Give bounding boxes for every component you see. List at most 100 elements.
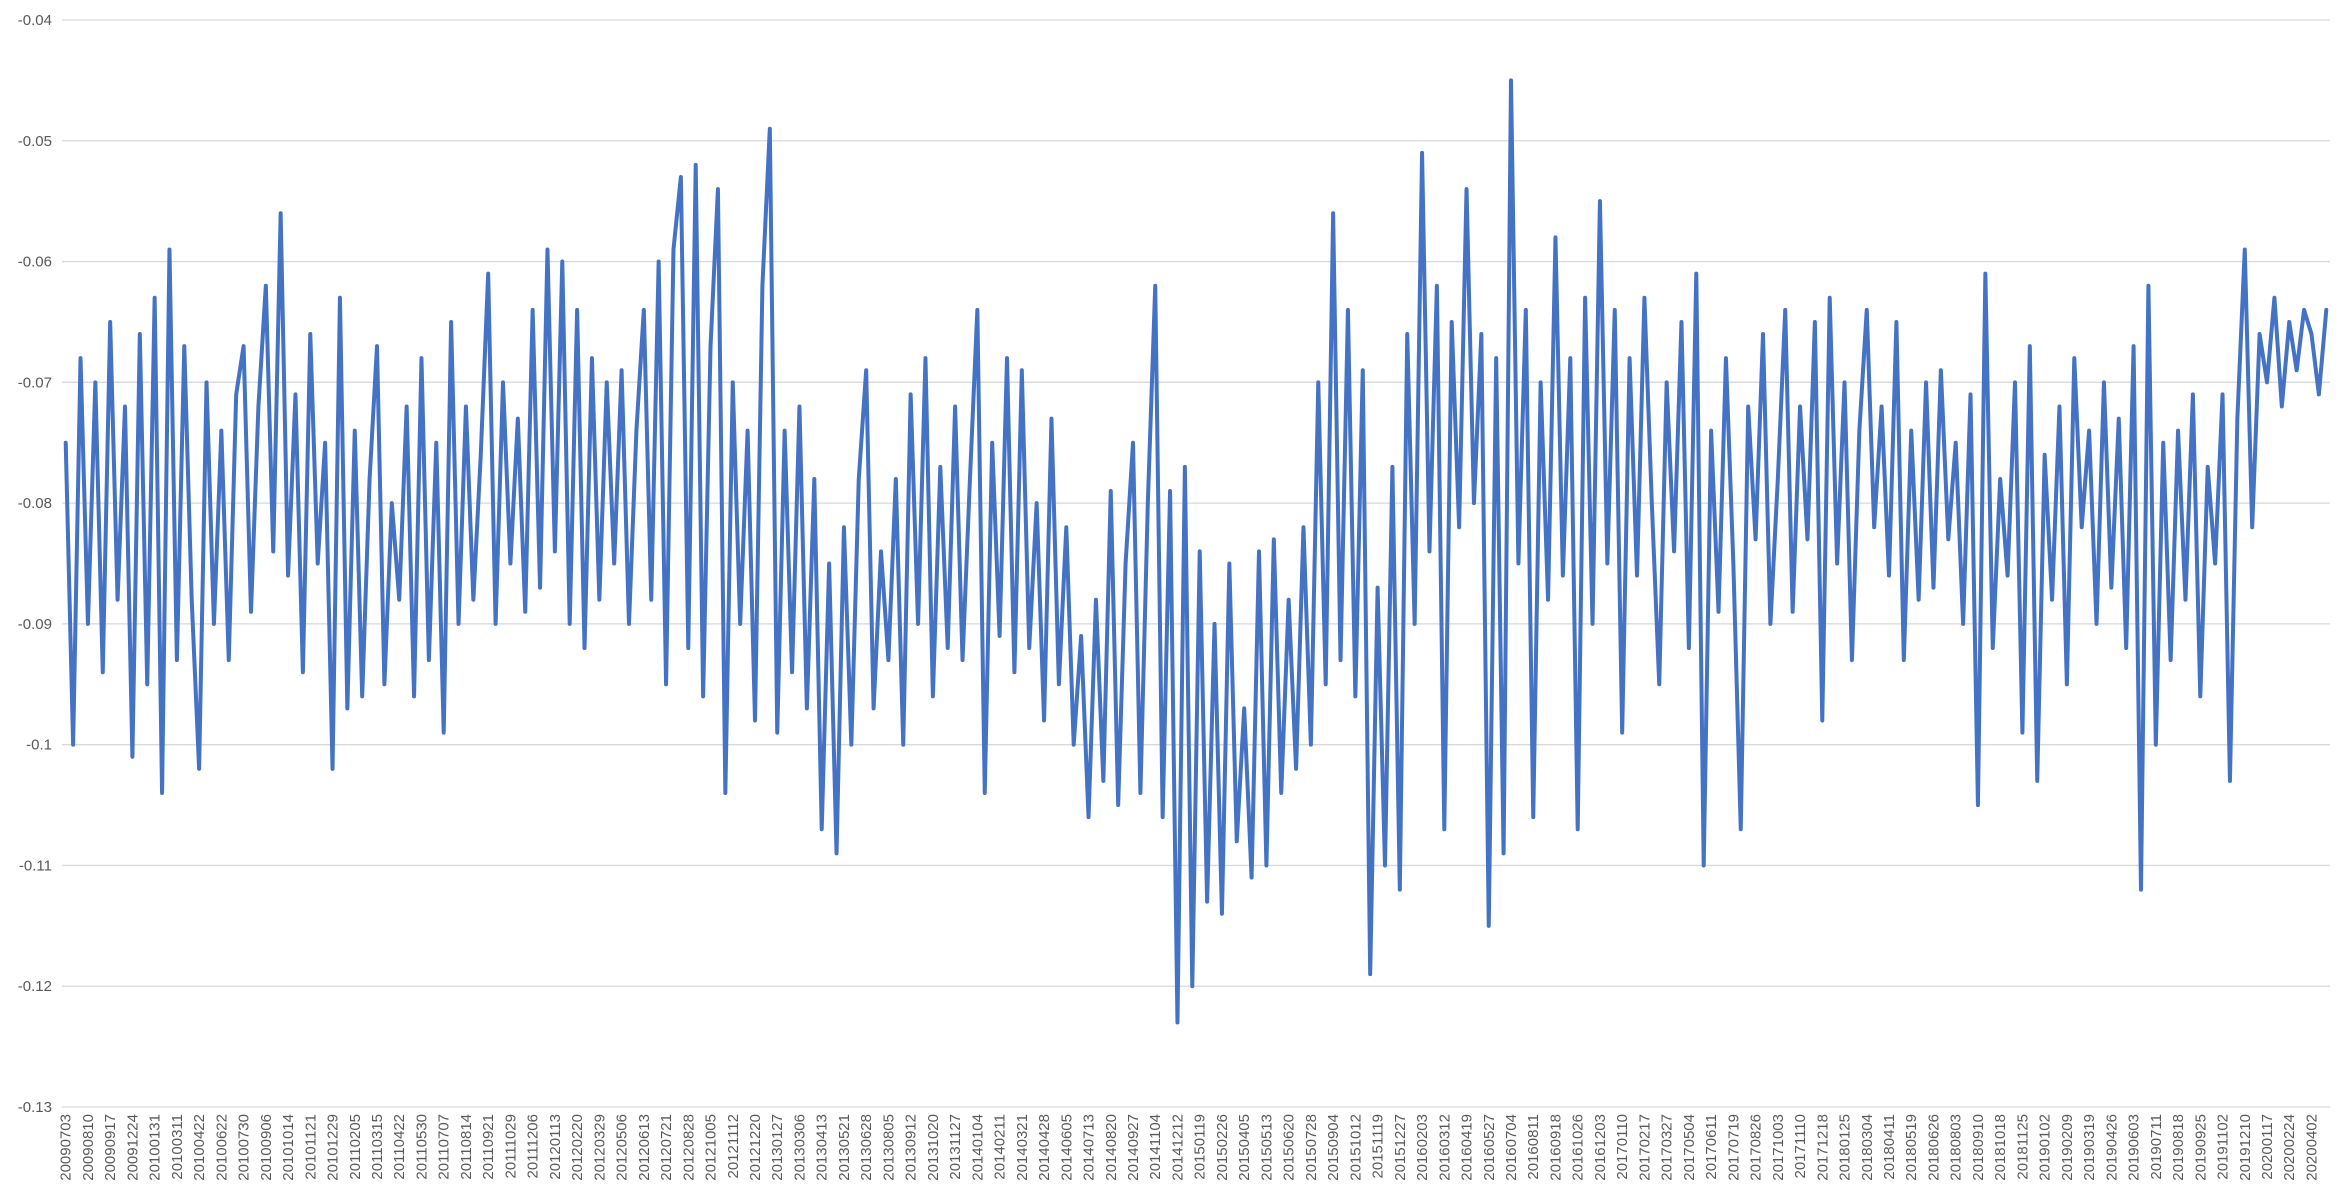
x-tick-label: 20151119	[1370, 1114, 1387, 1179]
x-tick-label: 20140428	[1036, 1114, 1053, 1181]
x-tick-label: 20171003	[1770, 1114, 1787, 1181]
x-tick-label: 20170504	[1681, 1114, 1698, 1181]
x-tick-label: 20140605	[1058, 1114, 1075, 1181]
x-tick-label: 20120220	[569, 1114, 586, 1181]
x-tick-label: 20130912	[903, 1114, 920, 1181]
x-tick-label: 20130805	[880, 1114, 897, 1181]
x-tick-label: 20160811	[1525, 1114, 1542, 1180]
x-tick-label: 20110707	[436, 1114, 453, 1180]
x-tick-label: 20160918	[1547, 1114, 1564, 1181]
x-tick-label: 20090917	[102, 1114, 119, 1181]
x-tick-label: 20090703	[58, 1114, 75, 1181]
x-tick-label: 20140927	[1125, 1114, 1142, 1181]
x-tick-label: 20160704	[1503, 1114, 1520, 1181]
x-tick-label: 20100422	[191, 1114, 208, 1181]
x-tick-label: 20171218	[1814, 1114, 1831, 1181]
y-tick-label: -0.13	[18, 1099, 52, 1116]
x-tick-label: 20150513	[1258, 1114, 1275, 1181]
y-tick-label: -0.12	[18, 978, 52, 995]
x-tick-label: 20110422	[391, 1114, 408, 1180]
x-tick-label: 20190818	[2170, 1114, 2187, 1181]
x-tick-label: 20191102	[2215, 1114, 2232, 1180]
y-tick-label: -0.08	[18, 495, 52, 512]
x-tick-label: 20100906	[258, 1114, 275, 1181]
x-tick-label: 20121220	[747, 1114, 764, 1181]
x-tick-label: 20150728	[1303, 1114, 1320, 1181]
x-tick-label: 20110205	[347, 1114, 364, 1180]
x-tick-label: 20140211	[992, 1114, 1009, 1180]
x-tick-label: 20190319	[2081, 1114, 2098, 1181]
y-tick-label: -0.1	[26, 737, 52, 754]
x-tick-label: 20131127	[947, 1114, 964, 1180]
x-tick-label: 20100131	[147, 1114, 164, 1181]
x-tick-label: 20170327	[1659, 1114, 1676, 1181]
x-tick-label: 20100622	[213, 1114, 230, 1181]
x-tick-label: 20090810	[80, 1114, 97, 1181]
x-tick-label: 20120828	[680, 1114, 697, 1181]
x-tick-label: 20191210	[2237, 1114, 2254, 1181]
x-tick-label: 20160203	[1414, 1114, 1431, 1181]
x-tick-label: 20161026	[1570, 1114, 1587, 1181]
y-tick-label: -0.04	[18, 12, 52, 29]
x-tick-label: 20180519	[1903, 1114, 1920, 1181]
x-tick-label: 20130127	[769, 1114, 786, 1181]
x-tick-label: 20150904	[1325, 1114, 1342, 1181]
x-tick-label: 20121112	[725, 1114, 742, 1179]
x-tick-label: 20100311	[169, 1114, 186, 1180]
x-tick-label: 20150226	[1214, 1114, 1231, 1181]
x-tick-label: 20110814	[458, 1114, 475, 1180]
x-tick-label: 20120721	[658, 1114, 675, 1181]
x-tick-label: 20170611	[1703, 1114, 1720, 1180]
x-tick-label: 20190711	[2148, 1114, 2165, 1180]
x-tick-label: 20161203	[1592, 1114, 1609, 1181]
x-tick-label: 20160419	[1459, 1114, 1476, 1181]
x-tick-label: 20180125	[1837, 1114, 1854, 1181]
x-tick-label: 20150405	[1236, 1114, 1253, 1181]
x-tick-label: 20170217	[1636, 1114, 1653, 1181]
x-tick-label: 20130521	[836, 1114, 853, 1181]
x-tick-label: 20111206	[525, 1114, 542, 1179]
x-tick-label: 20110530	[413, 1114, 430, 1180]
x-tick-label: 20190209	[2059, 1114, 2076, 1181]
data-line	[63, 78, 2329, 1025]
x-tick-label: 20130628	[858, 1114, 875, 1181]
x-tick-label: 20151227	[1392, 1114, 1409, 1181]
x-tick-label: 20160527	[1481, 1114, 1498, 1181]
y-tick-label: -0.09	[18, 616, 52, 633]
x-tick-label: 20171110	[1792, 1114, 1809, 1179]
x-tick-label: 20190102	[2037, 1114, 2054, 1181]
x-tick-label: 20121005	[703, 1114, 720, 1181]
x-tick-label: 20130413	[814, 1114, 831, 1181]
x-tick-label: 20110315	[369, 1114, 386, 1180]
x-tick-label: 20200117	[2259, 1114, 2276, 1180]
x-tick-label: 20101014	[280, 1114, 297, 1181]
x-tick-label: 20101121	[302, 1114, 319, 1180]
x-tick-label: 20140820	[1103, 1114, 1120, 1181]
x-tick-label: 20100730	[236, 1114, 253, 1181]
x-tick-label: 20120329	[591, 1114, 608, 1181]
y-tick-label: -0.06	[18, 254, 52, 271]
x-tick-label: 20190925	[2192, 1114, 2209, 1181]
x-tick-label: 20180304	[1859, 1114, 1876, 1181]
x-tick-label: 20200402	[2303, 1114, 2320, 1181]
x-tick-label: 20091224	[124, 1114, 141, 1181]
x-tick-label: 20180626	[1925, 1114, 1942, 1181]
x-tick-label: 20140713	[1081, 1114, 1098, 1181]
x-tick-label: 20140104	[969, 1114, 986, 1181]
x-tick-label: 20181125	[2014, 1114, 2031, 1180]
x-tick-label: 20200224	[2281, 1114, 2298, 1181]
x-tick-label: 20120613	[636, 1114, 653, 1181]
x-tick-label: 20160312	[1436, 1114, 1453, 1181]
y-tick-label: -0.07	[18, 374, 52, 391]
x-tick-label: 20141212	[1169, 1114, 1186, 1181]
x-tick-label: 20110921	[480, 1114, 497, 1180]
x-tick-label: 20190603	[2126, 1114, 2143, 1181]
x-tick-label: 20150620	[1281, 1114, 1298, 1181]
x-tick-label: 20131020	[925, 1114, 942, 1181]
x-tick-label: 20130306	[791, 1114, 808, 1181]
x-tick-label: 20180910	[1970, 1114, 1987, 1181]
x-tick-label: 20180411	[1881, 1114, 1898, 1180]
x-tick-label: 20150119	[1192, 1114, 1209, 1180]
x-tick-label: 20170719	[1725, 1114, 1742, 1181]
